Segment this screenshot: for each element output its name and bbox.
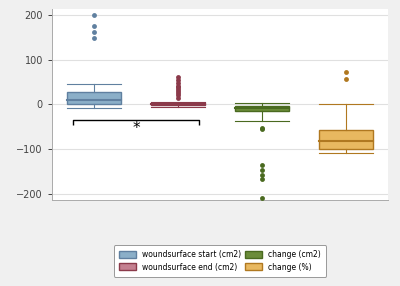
Bar: [151, 104, 205, 105]
Bar: [319, 130, 373, 149]
Legend: woundsurface start (cm2), woundsurface end (cm2), change (cm2), change (%): woundsurface start (cm2), woundsurface e…: [114, 245, 326, 277]
Text: *: *: [132, 121, 140, 136]
Bar: [67, 92, 121, 104]
Bar: [235, 106, 289, 111]
